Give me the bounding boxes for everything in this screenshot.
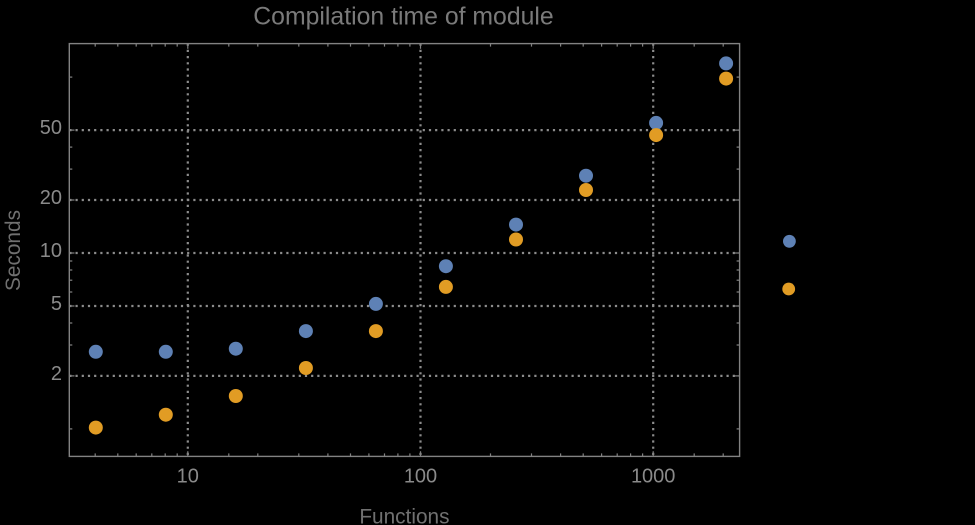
svg-text:2: 2 <box>51 363 62 385</box>
svg-text:10: 10 <box>40 240 62 262</box>
svg-text:10: 10 <box>177 466 199 488</box>
svg-text:20: 20 <box>40 187 62 209</box>
svg-text:1000: 1000 <box>631 466 676 488</box>
svg-text:Functions: Functions <box>359 506 449 525</box>
svg-text:100: 100 <box>404 466 437 488</box>
svg-text:Compilation time of module: Compilation time of module <box>253 4 553 31</box>
svg-text:50: 50 <box>40 117 62 139</box>
svg-text:5: 5 <box>51 293 62 315</box>
svg-text:Seconds: Seconds <box>2 210 25 291</box>
